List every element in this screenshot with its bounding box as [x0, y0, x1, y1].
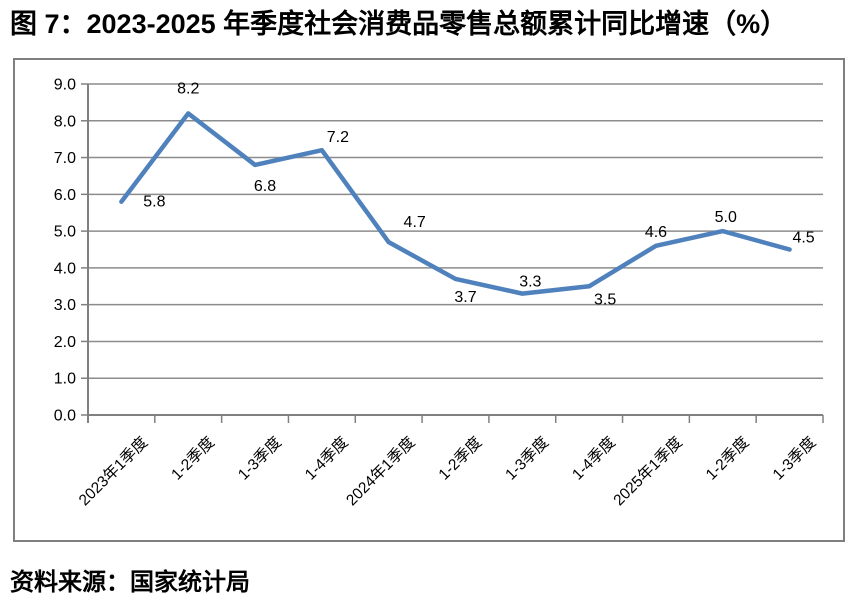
y-axis-tick-label: 2.0	[54, 334, 76, 351]
data-point-label: 5.8	[143, 194, 165, 211]
data-point-label: 4.7	[404, 214, 426, 231]
data-point-label: 3.5	[594, 291, 616, 308]
y-axis-tick-label: 5.0	[54, 224, 76, 241]
data-labels: 5.8 8.2 6.8 7.2 4.7 3.7 3.3 3.5 4.6 5.0 4.5	[143, 80, 815, 308]
x-axis-category-label: 1-4季度	[301, 433, 351, 483]
y-axis-tick-label: 1.0	[54, 371, 76, 388]
figure-title: 图 7：2023-2025 年季度社会消费品零售总额累计同比增速（%）	[10, 9, 788, 39]
y-axis-tick-label: 0.0	[54, 408, 76, 425]
data-point-label: 4.6	[645, 224, 667, 241]
y-axis-tick-label: 4.0	[54, 260, 76, 277]
y-axis-tick-label: 6.0	[54, 187, 76, 204]
y-axis-tick-label: 8.0	[54, 113, 76, 130]
x-axis-category-label: 1-2季度	[435, 433, 485, 483]
axis-ticks	[81, 83, 824, 423]
x-axis-category-label: 2025年1季度	[610, 433, 686, 509]
x-axis-category-label: 1-3季度	[769, 433, 819, 483]
data-point-label: 6.8	[254, 178, 276, 195]
source-note: 资料来源：国家统计局	[10, 569, 250, 596]
data-point-label: 5.0	[715, 209, 737, 226]
y-axis-labels: 0.0 1.0 2.0 3.0 4.0 5.0 6.0 7.0 8.0 9.0	[54, 77, 76, 425]
x-axis-category-label: 2024年1季度	[342, 433, 418, 509]
x-axis-category-label: 1-3季度	[502, 433, 552, 483]
data-series-line	[119, 111, 792, 296]
y-axis-tick-label: 3.0	[54, 297, 76, 314]
y-axis-tick-label: 9.0	[54, 77, 76, 94]
x-axis-category-label: 1-2季度	[168, 433, 218, 483]
y-axis-tick-label: 7.0	[54, 150, 76, 167]
x-axis-category-label: 1-2季度	[702, 433, 752, 483]
gridlines	[88, 83, 823, 379]
data-point-label: 4.5	[792, 230, 814, 247]
data-point-label: 3.7	[454, 289, 476, 306]
data-point-label: 8.2	[177, 80, 199, 97]
x-axis-category-label: 1-3季度	[234, 433, 284, 483]
line-chart: 0.0 1.0 2.0 3.0 4.0 5.0 6.0 7.0 8.0 9.0 2023年1季度 1-…	[54, 77, 824, 509]
data-point-label: 7.2	[327, 129, 349, 146]
data-point-label: 3.3	[519, 274, 541, 291]
x-axis-category-label: 1-4季度	[568, 433, 618, 483]
chart-area: 0.0 1.0 2.0 3.0 4.0 5.0 6.0 7.0 8.0 9.0 2023年1季度 1-…	[13, 58, 845, 542]
x-axis-category-label: 2023年1季度	[75, 433, 151, 509]
